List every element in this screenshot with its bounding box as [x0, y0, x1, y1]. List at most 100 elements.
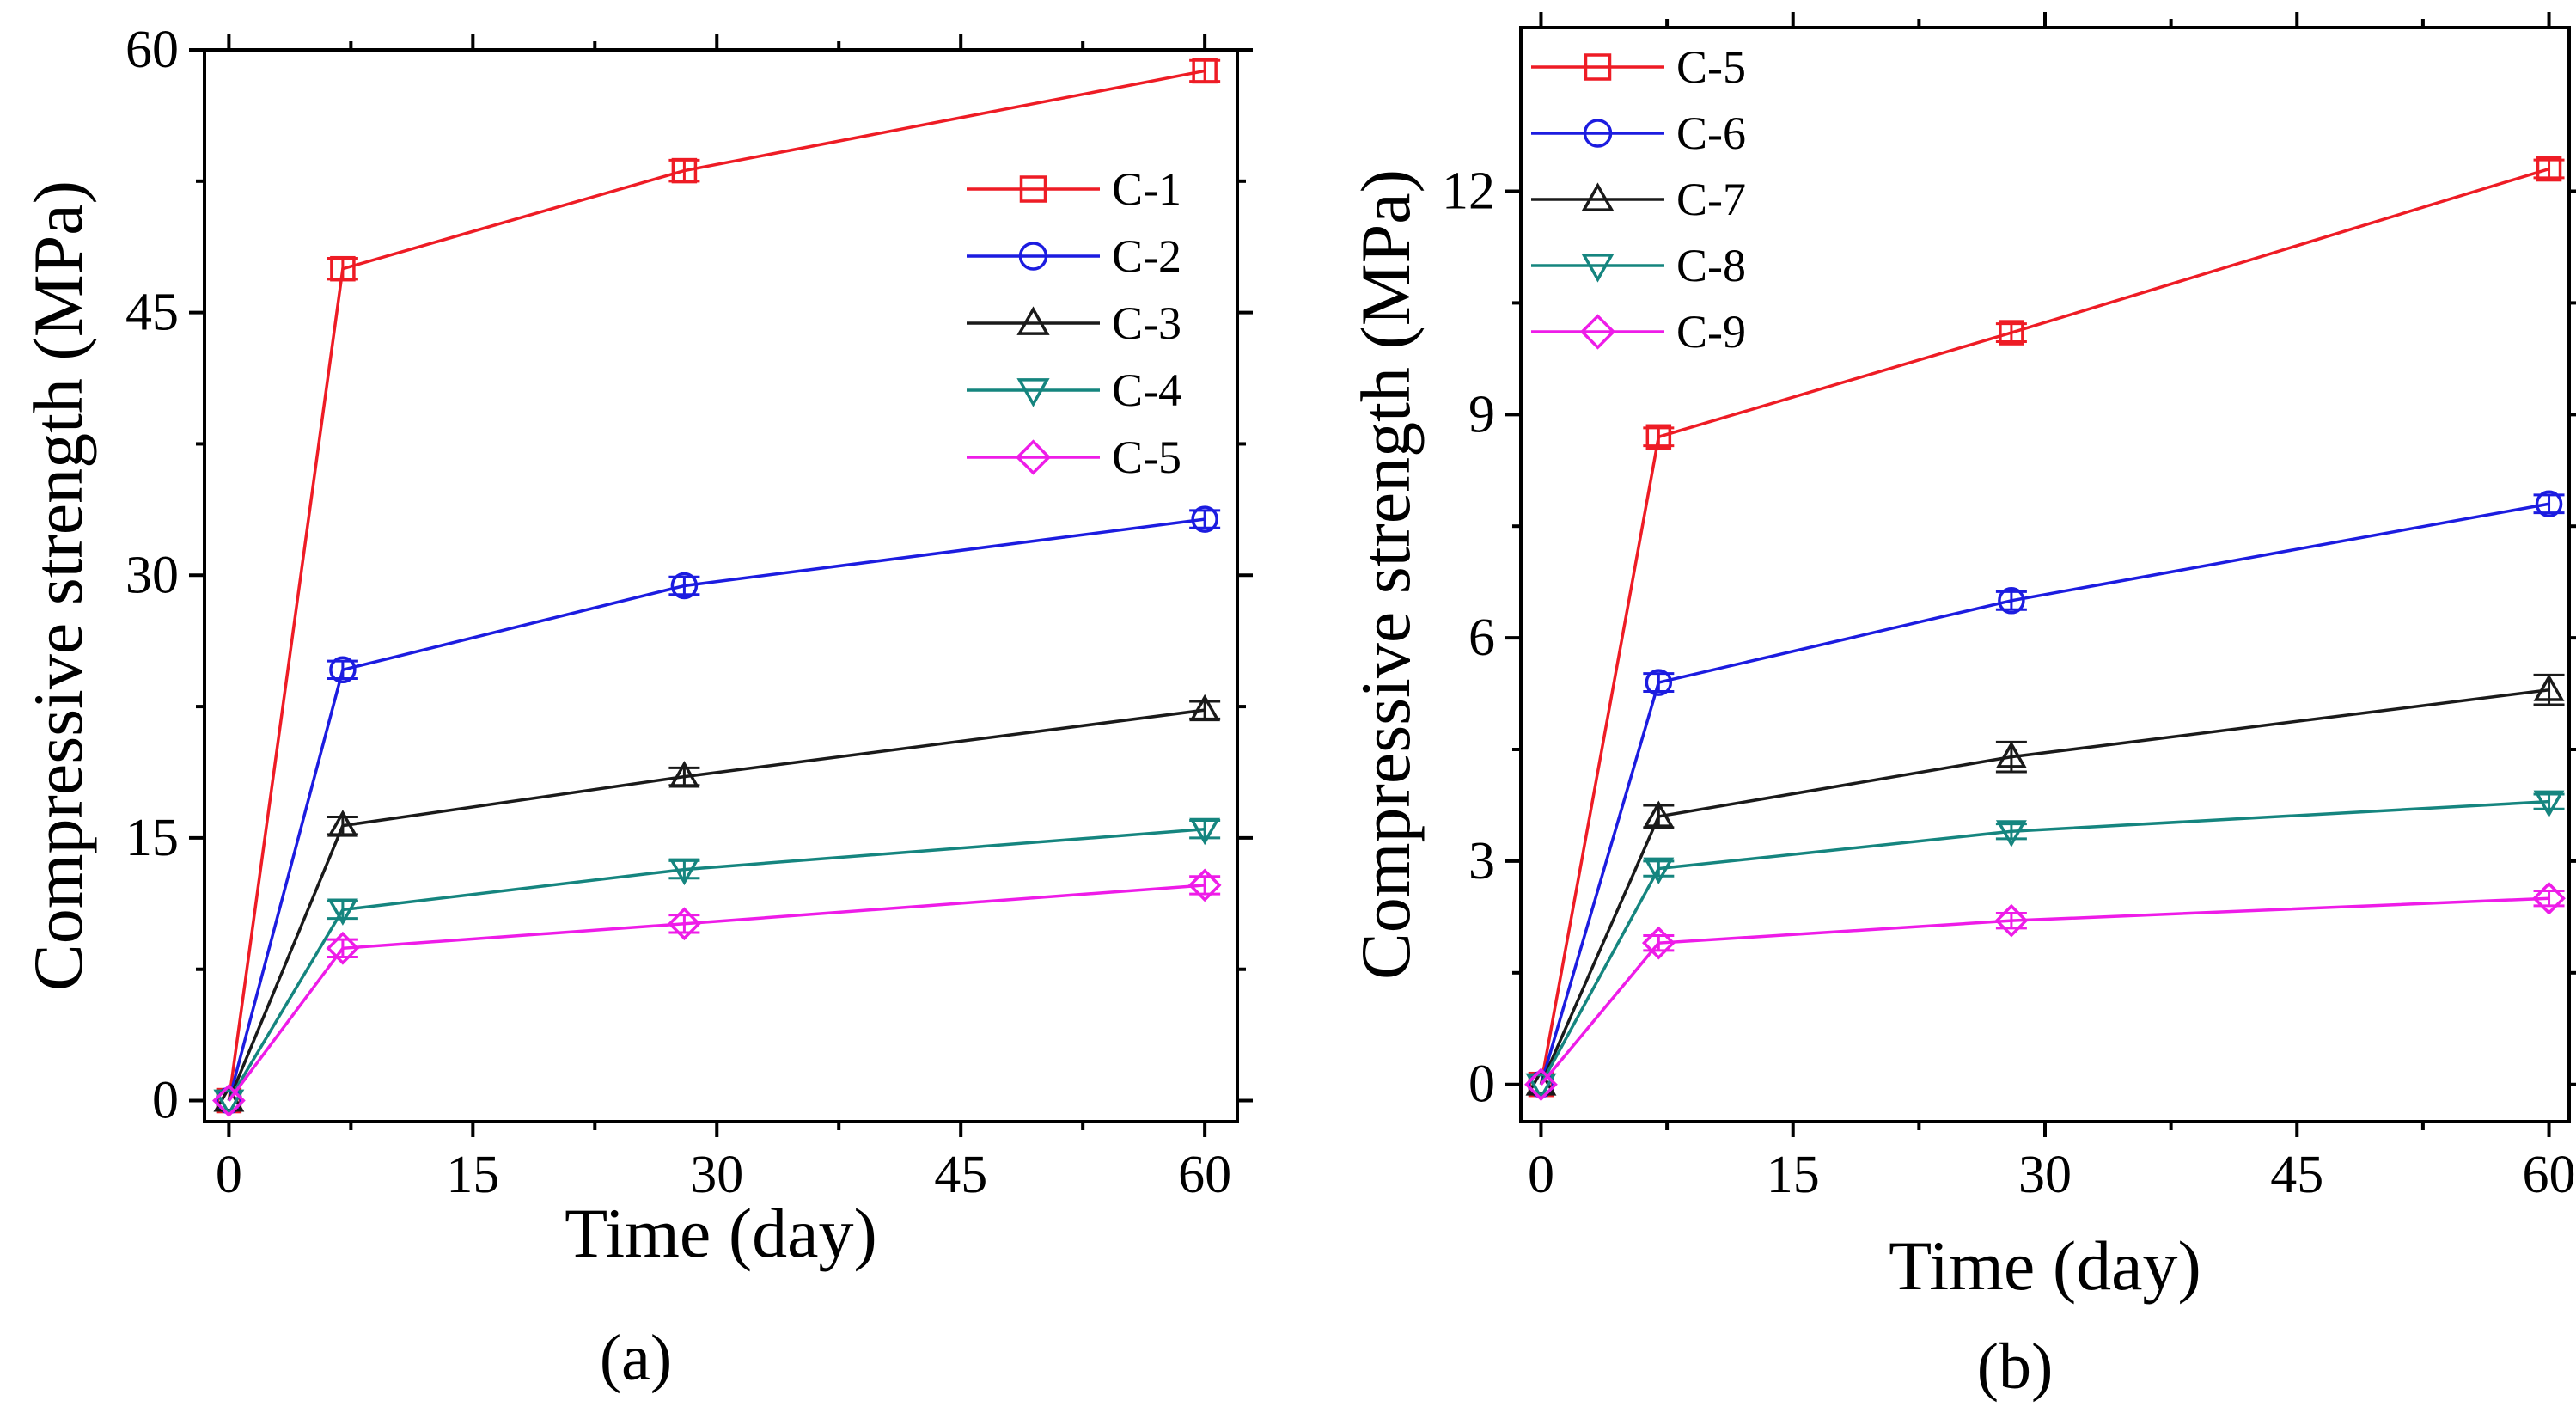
data-point: [1187, 868, 1222, 902]
data-point: [1995, 820, 2027, 847]
panel-b: 0 15 30 45 60 0 3 6 9 12 Time (day) Compressive str…: [1346, 12, 2576, 1403]
legend-label: C-6: [1676, 107, 1746, 159]
legend-item: C-2: [967, 230, 1181, 282]
series-line: [1539, 167, 2550, 1086]
panel-a: 0 15 30 45 60 0 15 30 45 60 Time (day) Compressive …: [19, 21, 1253, 1394]
legend-label: C-8: [1676, 240, 1746, 291]
data-point: [1643, 857, 1675, 885]
x-tick-label: 15: [1767, 1146, 1820, 1204]
data-point: [327, 898, 358, 926]
legend-item: C-8: [1531, 240, 1746, 291]
panel-label: (b): [1977, 1330, 2054, 1403]
y-tick-label: 3: [1468, 832, 1495, 890]
series-C-5: [1528, 156, 2565, 1098]
x-tick-label: 0: [1528, 1146, 1554, 1204]
legend-item: C-7: [1531, 174, 1746, 225]
panel-label: (a): [600, 1322, 672, 1394]
legend-item: C-6: [1531, 107, 1746, 159]
data-point: [1643, 800, 1675, 828]
legend-label: C-5: [1676, 41, 1746, 93]
data-point: [329, 656, 357, 684]
data-point: [1189, 694, 1221, 722]
legend-item: C-5: [967, 431, 1181, 483]
series-C-3: [213, 694, 1221, 1112]
legend-item: C-9: [1531, 306, 1746, 358]
legend-label: C-1: [1112, 163, 1181, 215]
series-C-1: [216, 58, 1221, 1114]
series-C-2: [215, 505, 1221, 1115]
legend-marker: [1018, 242, 1048, 271]
y-tick-label: 45: [125, 284, 179, 342]
data-point: [327, 810, 358, 837]
series-C-4: [213, 817, 1221, 1117]
legend-marker: [1584, 53, 1612, 81]
x-axis-title: Time (day): [565, 1194, 877, 1272]
legend-item: C-1: [967, 163, 1181, 215]
data-point: [668, 858, 700, 886]
series-C-5: [212, 868, 1222, 1117]
x-tick-label: 15: [446, 1146, 499, 1204]
legend-marker: [1016, 306, 1050, 335]
series-line: [227, 827, 1206, 1102]
legend-item: C-5: [1531, 41, 1746, 93]
data-point: [2535, 490, 2563, 517]
legend-marker: [1019, 175, 1047, 203]
data-point: [668, 761, 700, 788]
data-point: [2536, 156, 2562, 182]
series-line: [227, 517, 1206, 1101]
legend-label: C-2: [1112, 230, 1181, 282]
plot-frame: [203, 48, 1239, 1123]
legend-label: C-3: [1112, 297, 1181, 349]
series-line: [227, 884, 1206, 1102]
data-point: [326, 931, 360, 965]
legend-marker: [1583, 119, 1613, 148]
data-point: [1525, 1068, 1557, 1096]
legend-marker: [1015, 439, 1052, 475]
data-point: [1995, 741, 2027, 768]
series-C-7: [1525, 673, 2565, 1096]
x-tick-label: 30: [690, 1146, 743, 1204]
legend-item: C-3: [967, 297, 1181, 349]
legend-label: C-5: [1112, 431, 1181, 483]
series-C-8: [1525, 790, 2565, 1101]
y-tick-label: 60: [125, 21, 179, 79]
data-point: [213, 1085, 245, 1112]
data-point: [1192, 58, 1218, 84]
data-point: [212, 1084, 246, 1117]
x-tick-label: 60: [1178, 1146, 1231, 1204]
data-point: [1999, 320, 2024, 346]
series-line: [1540, 896, 2549, 1086]
series-line: [227, 69, 1206, 1101]
y-tick-label: 30: [125, 546, 179, 604]
legend-label: C-7: [1676, 174, 1746, 225]
data-point: [1525, 1073, 1557, 1101]
y-tick-label: 15: [125, 809, 179, 867]
y-axis-title: Compressive strength (MPa): [19, 180, 97, 991]
legend-item: C-4: [967, 364, 1181, 416]
data-point: [1998, 587, 2025, 615]
data-point: [668, 907, 701, 941]
x-axis-title: Time (day): [1889, 1226, 2201, 1305]
data-point: [671, 157, 698, 184]
y-tick-label: 12: [1442, 162, 1495, 221]
data-point: [2533, 674, 2565, 701]
legend-marker: [1581, 254, 1615, 283]
data-point: [1994, 903, 2029, 938]
legend: C-1 C-2 C-3 C-4 C-5: [967, 163, 1181, 483]
data-point: [670, 572, 699, 600]
data-point: [1191, 505, 1218, 533]
data-point: [2533, 790, 2565, 818]
y-tick-label: 0: [1468, 1055, 1495, 1114]
data-point: [1189, 817, 1221, 846]
legend-marker: [1579, 314, 1616, 350]
x-tick-label: 30: [2018, 1146, 2072, 1204]
data-point: [1524, 1067, 1558, 1102]
y-tick-label: 0: [152, 1072, 179, 1130]
x-tick-label: 45: [2270, 1146, 2323, 1204]
series-line: [1539, 799, 2549, 1086]
data-point: [213, 1089, 245, 1117]
y-axis-title: Compressive strength (MPa): [1346, 169, 1425, 980]
series-line: [227, 708, 1206, 1102]
data-point: [2532, 881, 2566, 915]
